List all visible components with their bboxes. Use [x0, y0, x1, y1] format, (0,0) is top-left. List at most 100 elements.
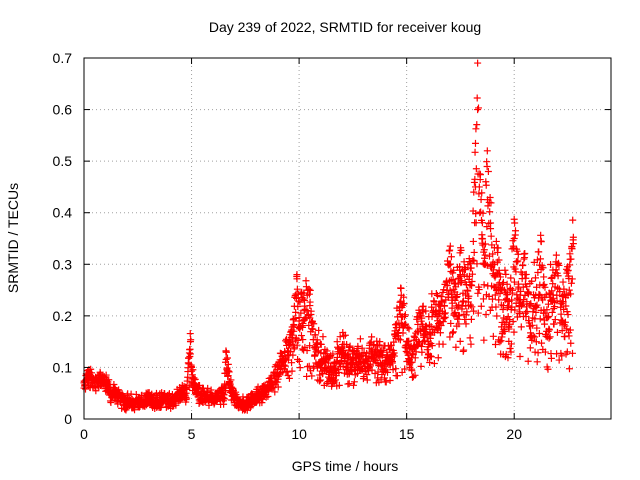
- data-point: [310, 320, 318, 328]
- data-point: [204, 384, 212, 392]
- data-point: [567, 279, 575, 287]
- data-point: [346, 342, 354, 350]
- data-point: [354, 353, 362, 361]
- data-point: [513, 258, 521, 266]
- data-point: [392, 332, 400, 340]
- data-point: [491, 291, 499, 299]
- data-point: [338, 348, 346, 356]
- data-point: [552, 251, 560, 259]
- data-point: [489, 250, 497, 258]
- data-point: [418, 348, 426, 356]
- data-point: [456, 337, 464, 345]
- data-point: [487, 232, 495, 240]
- data-point: [508, 286, 516, 294]
- data-point: [466, 258, 474, 266]
- data-point: [118, 394, 126, 402]
- data-point: [541, 320, 549, 328]
- data-point: [465, 292, 473, 300]
- data-point: [489, 332, 497, 340]
- data-point: [387, 353, 395, 361]
- data-point: [554, 272, 562, 280]
- data-point: [496, 338, 504, 346]
- data-point: [460, 346, 468, 354]
- data-point: [562, 302, 570, 310]
- data-point: [568, 245, 576, 253]
- data-point: [474, 106, 482, 114]
- data-point: [292, 308, 300, 316]
- data-point: [308, 372, 316, 380]
- data-point: [446, 242, 454, 250]
- data-point: [436, 319, 444, 327]
- data-point: [455, 312, 463, 320]
- data-point: [476, 209, 484, 217]
- data-point: [564, 311, 572, 319]
- y-tick-label: 0: [64, 411, 72, 427]
- data-point: [327, 374, 335, 382]
- data-point: [511, 306, 519, 314]
- data-point: [561, 333, 569, 341]
- data-point: [257, 389, 265, 397]
- data-point: [462, 302, 470, 310]
- data-point: [107, 399, 115, 407]
- data-point: [121, 405, 129, 413]
- data-point: [340, 332, 348, 340]
- data-point: [477, 196, 485, 204]
- data-point: [471, 139, 479, 147]
- data-point: [504, 290, 512, 298]
- data-point: [427, 352, 435, 360]
- data-point: [183, 385, 191, 393]
- data-point: [392, 365, 400, 373]
- data-point: [558, 327, 566, 335]
- data-point: [474, 309, 482, 317]
- data-point: [472, 210, 480, 218]
- data-point: [503, 280, 511, 288]
- data-point: [449, 328, 457, 336]
- data-point: [290, 327, 298, 335]
- data-point: [316, 377, 324, 385]
- data-point: [309, 325, 317, 333]
- data-point: [294, 303, 302, 311]
- data-point: [371, 355, 379, 363]
- data-point: [502, 270, 510, 278]
- data-point: [323, 347, 331, 355]
- data-point: [534, 349, 542, 357]
- data-point: [172, 401, 180, 409]
- x-tick-label: 5: [188, 426, 196, 442]
- data-point: [417, 362, 425, 370]
- data-point: [436, 329, 444, 337]
- data-point: [532, 291, 540, 299]
- data-point: [440, 310, 448, 318]
- data-point: [545, 326, 553, 334]
- data-point: [472, 165, 480, 173]
- data-point: [258, 399, 266, 407]
- data-point: [454, 315, 462, 323]
- data-point: [426, 359, 434, 367]
- data-point: [495, 296, 503, 304]
- data-point: [289, 351, 297, 359]
- data-point: [556, 288, 564, 296]
- data-point: [193, 389, 201, 397]
- data-point: [461, 315, 469, 323]
- data-point: [507, 274, 515, 282]
- data-point: [393, 372, 401, 380]
- data-point: [511, 219, 519, 227]
- data-point: [411, 354, 419, 362]
- data-point: [427, 331, 435, 339]
- data-point: [480, 281, 488, 289]
- data-point: [178, 381, 186, 389]
- x-tick-label: 15: [399, 426, 415, 442]
- data-point: [477, 302, 485, 310]
- data-point: [333, 358, 341, 366]
- data-point: [467, 340, 475, 348]
- data-point: [295, 357, 303, 365]
- data-point: [545, 313, 553, 321]
- data-point: [510, 278, 518, 286]
- data-point: [380, 374, 388, 382]
- data-point: [445, 277, 453, 285]
- data-point: [497, 285, 505, 293]
- data-point: [483, 147, 491, 155]
- data-point: [499, 278, 507, 286]
- data-point: [293, 341, 301, 349]
- data-point: [553, 260, 561, 268]
